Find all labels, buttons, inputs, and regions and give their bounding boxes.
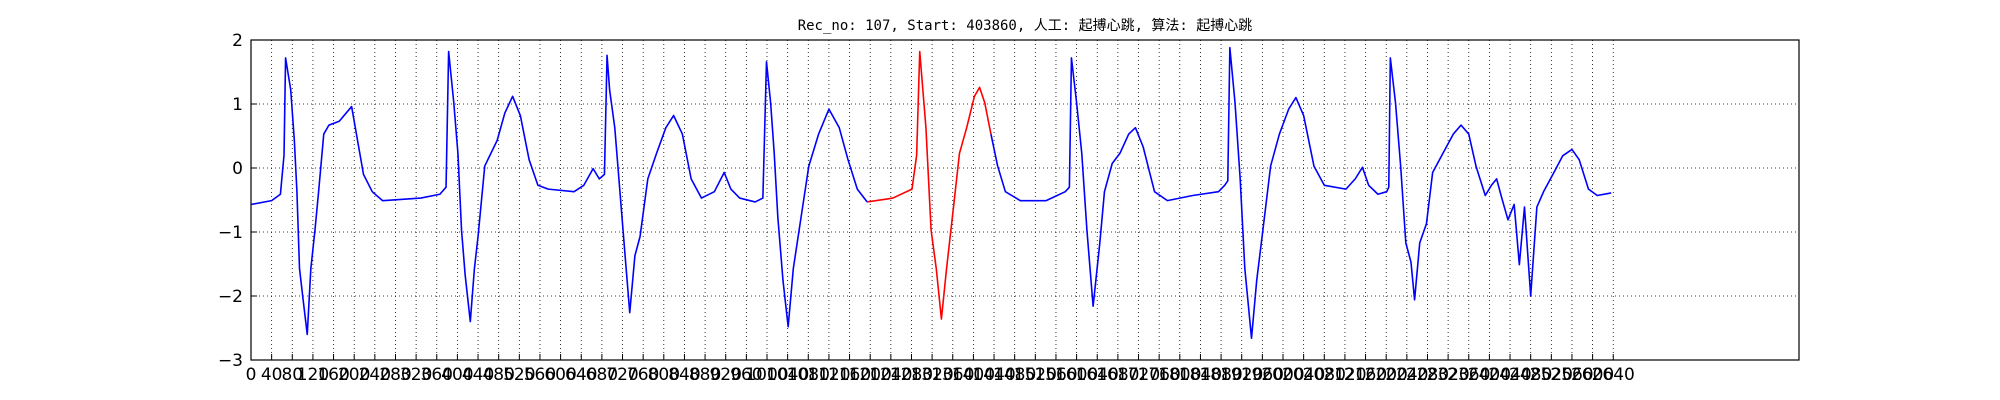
x-tick-label: 240 bbox=[359, 365, 391, 385]
x-tick-label: 1720 bbox=[1117, 365, 1160, 385]
x-tick-label: 80 bbox=[281, 365, 303, 385]
x-tick-label: 680 bbox=[586, 365, 618, 385]
x-tick-label: 1080 bbox=[787, 365, 830, 385]
x-tick-label: 1280 bbox=[890, 365, 933, 385]
x-tick-label: 1440 bbox=[972, 365, 1015, 385]
x-tick-label: 960 bbox=[730, 365, 762, 385]
x-tick-label: 560 bbox=[524, 365, 556, 385]
x-tick-label: 1520 bbox=[1014, 365, 1057, 385]
x-tick-label: 1560 bbox=[1034, 365, 1077, 385]
x-tick-label: 1840 bbox=[1179, 365, 1222, 385]
x-tick-label: 2200 bbox=[1365, 365, 1408, 385]
x-tick-label: 800 bbox=[648, 365, 680, 385]
y-tick-label: −3 bbox=[218, 351, 243, 371]
x-tick-label: 1800 bbox=[1158, 365, 1201, 385]
x-tick-label: 400 bbox=[441, 365, 473, 385]
x-tick-label: 2640 bbox=[1592, 365, 1635, 385]
x-tick-label: 320 bbox=[400, 365, 432, 385]
x-tick-label: 440 bbox=[462, 365, 494, 385]
y-tick-label: 2 bbox=[232, 31, 243, 51]
x-tick-label: 2400 bbox=[1468, 365, 1511, 385]
ecg-line bbox=[990, 46, 1612, 340]
x-tick-label: 2560 bbox=[1550, 365, 1593, 385]
x-tick-label: 2000 bbox=[1261, 365, 1304, 385]
x-tick-label: 120 bbox=[297, 365, 329, 385]
chart-title: Rec_no: 107, Start: 403860, 人工: 起搏心跳, 算法… bbox=[798, 17, 1253, 34]
x-tick-label: 1360 bbox=[931, 365, 974, 385]
x-tick-label: 1400 bbox=[952, 365, 995, 385]
x-tick-label: 1960 bbox=[1241, 365, 1284, 385]
x-tick-label: 1760 bbox=[1138, 365, 1181, 385]
x-tick-label: 160 bbox=[317, 365, 349, 385]
y-tick-label: 1 bbox=[232, 95, 243, 115]
ecg-line bbox=[250, 50, 868, 336]
x-tick-label: 1040 bbox=[766, 365, 809, 385]
x-tick-label: 0 bbox=[246, 365, 257, 385]
x-tick-label: 2040 bbox=[1282, 365, 1325, 385]
x-tick-label: 840 bbox=[668, 365, 700, 385]
x-tick-label: 1480 bbox=[993, 365, 1036, 385]
x-tick-label: 480 bbox=[482, 365, 514, 385]
x-tick-label: 2600 bbox=[1571, 365, 1614, 385]
x-tick-label: 1120 bbox=[807, 365, 850, 385]
x-tick-label: 1920 bbox=[1220, 365, 1263, 385]
x-tick-label: 2160 bbox=[1344, 365, 1387, 385]
x-tick-label: 2320 bbox=[1426, 365, 1469, 385]
y-tick-label: −2 bbox=[218, 287, 243, 307]
x-tick-label: 2120 bbox=[1323, 365, 1366, 385]
x-tick-label: 1000 bbox=[745, 365, 788, 385]
x-tick-label: 1160 bbox=[828, 365, 871, 385]
x-tick-label: 200 bbox=[338, 365, 370, 385]
x-tick-label: 1200 bbox=[849, 365, 892, 385]
x-tick-label: 880 bbox=[689, 365, 721, 385]
x-tick-label: 40 bbox=[261, 365, 283, 385]
x-tick-label: 2520 bbox=[1530, 365, 1573, 385]
x-tick-label: 1240 bbox=[869, 365, 912, 385]
x-tick-label: 1880 bbox=[1199, 365, 1242, 385]
y-tick-label: −1 bbox=[218, 223, 243, 243]
x-tick-label: 2080 bbox=[1303, 365, 1346, 385]
x-tick-label: 1600 bbox=[1055, 365, 1098, 385]
x-tick-label: 360 bbox=[421, 365, 453, 385]
x-tick-label: 2240 bbox=[1385, 365, 1428, 385]
x-tick-label: 1320 bbox=[910, 365, 953, 385]
x-tick-label: 2360 bbox=[1447, 365, 1490, 385]
x-tick-label: 2280 bbox=[1406, 365, 1449, 385]
x-tick-label: 280 bbox=[379, 365, 411, 385]
x-tick-label: 720 bbox=[606, 365, 638, 385]
x-tick-label: 760 bbox=[627, 365, 659, 385]
x-tick-label: 920 bbox=[709, 365, 741, 385]
ecg-line bbox=[866, 50, 992, 320]
x-tick-label: 2440 bbox=[1488, 365, 1531, 385]
x-tick-label: 600 bbox=[544, 365, 576, 385]
x-tick-label: 640 bbox=[565, 365, 597, 385]
x-tick-label: 1640 bbox=[1076, 365, 1119, 385]
y-tick-label: 0 bbox=[232, 159, 243, 179]
x-tick-label: 1680 bbox=[1096, 365, 1139, 385]
x-tick-label: 520 bbox=[503, 365, 535, 385]
x-tick-label: 2480 bbox=[1509, 365, 1552, 385]
